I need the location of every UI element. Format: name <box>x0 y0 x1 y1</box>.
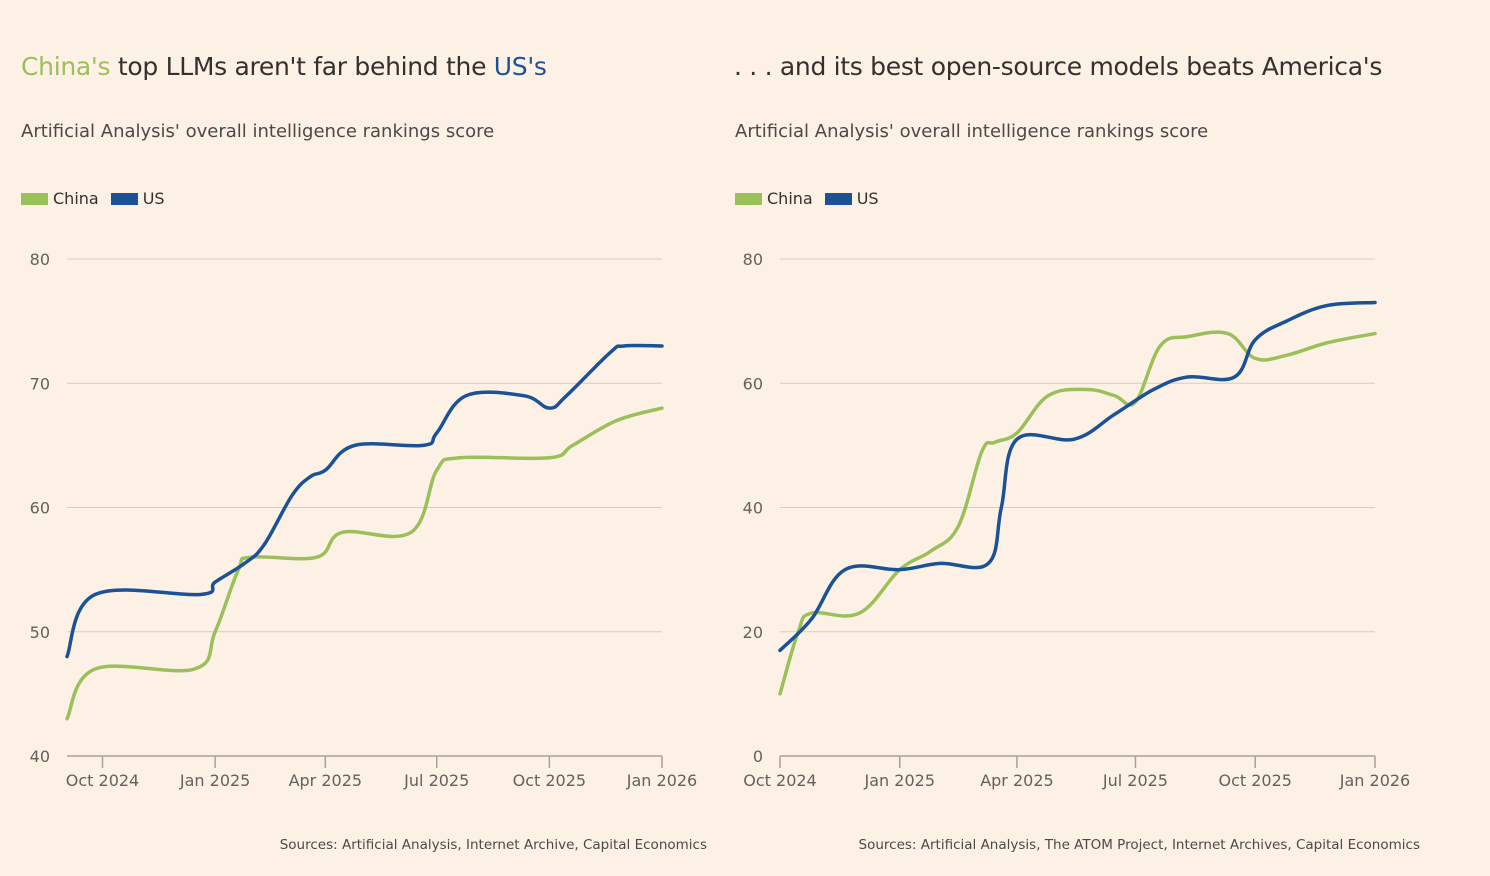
legend-swatch-china <box>21 192 48 205</box>
chart-1-legend: China US <box>21 189 177 208</box>
legend-swatch-us <box>110 192 138 205</box>
y-tick-label: 20 <box>743 623 763 642</box>
x-tick-label: Jan 2025 <box>179 771 250 790</box>
y-tick-label: 60 <box>30 499 50 518</box>
y-tick-label: 60 <box>743 374 763 393</box>
chart-1-title: China's top LLMs aren't far behind the U… <box>21 52 547 81</box>
series-line-china <box>65 406 664 721</box>
legend-label-china: China <box>53 189 99 208</box>
chart-2-legend: China US <box>735 189 891 208</box>
y-tick-label: 70 <box>30 374 50 393</box>
x-tick-label: Apr 2025 <box>289 771 362 790</box>
x-tick-label: Oct 2024 <box>66 771 139 790</box>
y-tick-label: 80 <box>743 250 763 269</box>
chart-1-source: Sources: Artificial Analysis, Internet A… <box>279 837 707 853</box>
series-line-china <box>778 330 1377 696</box>
y-tick-label: 50 <box>30 623 50 642</box>
x-tick-label: Oct 2024 <box>743 771 816 790</box>
x-tick-label: Oct 2025 <box>1218 771 1291 790</box>
chart-1-subtitle: Artificial Analysis' overall intelligenc… <box>21 121 495 142</box>
legend-swatch-us <box>824 192 852 205</box>
legend-label-us: US <box>856 189 879 208</box>
x-tick-label: Jan 2025 <box>864 771 935 790</box>
legend-label-china: China <box>767 189 813 208</box>
y-tick-label: 80 <box>30 250 50 269</box>
chart-2-source: Sources: Artificial Analysis, The ATOM P… <box>858 837 1420 853</box>
x-tick-label: Jul 2025 <box>403 771 469 790</box>
x-tick-label: Oct 2025 <box>513 771 586 790</box>
chart-2-subtitle: Artificial Analysis' overall intelligenc… <box>735 121 1209 142</box>
legend-swatch-china <box>735 192 762 205</box>
x-tick-label: Jul 2025 <box>1102 771 1168 790</box>
y-tick-label: 0 <box>753 747 763 766</box>
title-part: China's <box>21 52 111 81</box>
chart-2-plot: 0 20 40 60 80 Oct 2024 Jan 2025 Apr 2025 Jul 202… <box>743 250 1411 790</box>
chart-2-title: . . . and its best open-source models be… <box>734 52 1382 81</box>
y-tick-label: 40 <box>743 499 763 518</box>
legend-label-us: US <box>142 189 165 208</box>
x-tick-label: Jan 2026 <box>626 771 697 790</box>
title-part: . . . and its best open-source models be… <box>734 52 1383 81</box>
series-line-us <box>65 343 664 659</box>
title-part: top LLMs aren't far behind the <box>110 52 494 81</box>
x-tick-label: Apr 2025 <box>980 771 1053 790</box>
x-tick-label: Jan 2026 <box>1339 771 1410 790</box>
y-tick-label: 40 <box>30 747 50 766</box>
chart-1-plot: 40 50 60 70 80 Oct 2024 Jan 2025 Apr 2025 Jul 20… <box>30 250 698 790</box>
title-part: US's <box>493 52 547 81</box>
series-line-us <box>778 300 1377 653</box>
